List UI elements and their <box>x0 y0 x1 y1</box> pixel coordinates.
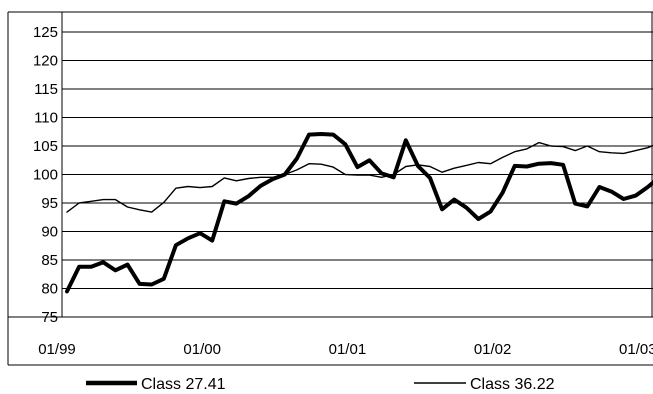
y-tick-label: 110 <box>34 110 58 127</box>
y-tick-label: 125 <box>33 24 58 41</box>
y-tick-label: 105 <box>33 138 58 155</box>
y-tick-label: 75 <box>41 309 58 326</box>
y-tick-labels: 75 80 85 90 95 100 105 110 115 120 125 <box>33 24 58 326</box>
x-tick-label: 01/01 <box>329 341 367 358</box>
legend-label-series-2: Class 36.22 <box>470 376 555 393</box>
y-tick-label: 120 <box>33 53 58 70</box>
legend: Class 27.41 Class 36.22 <box>86 376 555 393</box>
y-tick-label: 115 <box>34 81 58 98</box>
series-line-2 <box>66 141 653 213</box>
y-tick-label: 85 <box>41 252 58 269</box>
series-lines <box>65 132 653 294</box>
series-line-1 <box>65 132 653 294</box>
y-tick-label: 80 <box>41 281 58 298</box>
x-tick-label: 01/03 <box>619 341 653 358</box>
x-tick-label: 01/00 <box>183 341 221 358</box>
y-tick-label: 100 <box>33 167 58 184</box>
x-tick-label: 01/02 <box>474 341 512 358</box>
legend-label-series-1: Class 27.41 <box>141 376 226 393</box>
x-tick-label: 01/99 <box>38 341 76 358</box>
y-tick-label: 90 <box>41 224 58 241</box>
axes <box>7 11 653 366</box>
y-tick-label: 95 <box>41 195 58 212</box>
